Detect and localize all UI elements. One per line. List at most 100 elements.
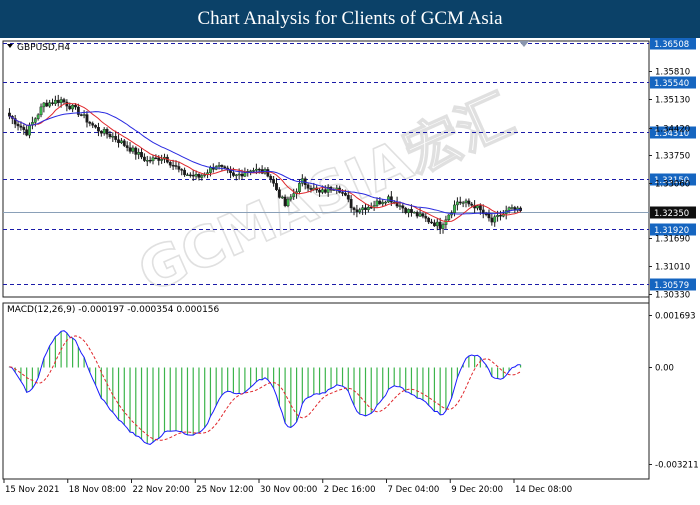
- candle-body: [421, 213, 425, 217]
- candle-body: [48, 102, 52, 107]
- level-price-label: 1.35540: [654, 79, 689, 89]
- candle-body: [410, 209, 413, 213]
- candle-body: [387, 196, 390, 203]
- candle-body: [418, 213, 422, 217]
- price-chart[interactable]: GCMASIA宏汇 1.365081.355401.343101.331501.…: [0, 37, 700, 500]
- candle-body: [105, 129, 109, 135]
- candle-body: [484, 213, 488, 215]
- candle-body: [74, 104, 77, 108]
- candle-body: [174, 165, 178, 167]
- candle-body: [76, 106, 80, 115]
- candle-body: [117, 139, 120, 144]
- candle-body: [346, 195, 350, 200]
- candle-body: [28, 125, 31, 136]
- candle-body: [464, 200, 468, 203]
- candle-body: [257, 168, 261, 171]
- candle-body: [252, 170, 255, 172]
- candle-body: [51, 102, 54, 104]
- candle-body: [364, 207, 367, 210]
- level-price-label: 1.30579: [654, 281, 689, 291]
- candle-body: [88, 122, 92, 124]
- support-resistance-levels: 1.36508 1.35540 1.34310 1.33150 1.31920 1.305…: [3, 37, 696, 291]
- level-price-box: [650, 223, 696, 236]
- time-tick-label: 30 Nov 00:00: [260, 485, 317, 495]
- candle-body: [458, 201, 462, 204]
- price-tick-label: 1.35130: [655, 96, 690, 106]
- candle-body: [25, 129, 29, 136]
- time-tick-label: 15 Nov 2021: [5, 485, 59, 495]
- price-tick-label: 1.34420: [655, 125, 690, 135]
- candle-body: [249, 170, 253, 173]
- candle-body: [292, 193, 296, 198]
- candle-body: [157, 157, 161, 161]
- candle-body: [140, 152, 143, 158]
- candle-body: [499, 215, 502, 217]
- candle-body: [137, 152, 141, 155]
- candle-body: [16, 123, 20, 127]
- chart-area[interactable]: GCMASIA宏汇 1.36508 1.35540 1.34310 1.33150 1.…: [0, 37, 700, 500]
- candle-body: [283, 196, 287, 207]
- candle-body: [398, 205, 402, 207]
- macd-signal-line: [9, 335, 521, 441]
- candle-body: [191, 174, 195, 177]
- candle-body: [435, 221, 439, 227]
- level-price-label: 1.33150: [654, 176, 689, 186]
- candle-body: [323, 189, 327, 193]
- candle-body: [361, 207, 365, 210]
- shift-marker-icon[interactable]: [519, 41, 529, 47]
- candle-body: [401, 205, 405, 209]
- dropdown-triangle-icon[interactable]: [7, 44, 13, 48]
- candle-body: [496, 215, 499, 217]
- candle-body: [412, 211, 416, 214]
- candle-body: [470, 203, 474, 206]
- candle-body: [476, 205, 479, 209]
- candle-body: [220, 165, 224, 167]
- candle-body: [237, 173, 241, 176]
- macd-label: MACD(12,26,9) -0.000197 -0.000354 0.0001…: [7, 305, 220, 315]
- candle-body: [507, 207, 511, 211]
- candle-body: [493, 216, 497, 223]
- moving-averages: [9, 102, 521, 223]
- candle-body: [272, 179, 276, 184]
- level-price-label: 1.36508: [654, 40, 689, 50]
- time-tick-label: 2 Dec 16:00: [324, 485, 376, 495]
- candle-body: [99, 130, 103, 134]
- candle-body: [309, 188, 313, 190]
- candle-body: [269, 176, 273, 180]
- price-tick-label: 1.30330: [655, 291, 690, 301]
- price-tick-label: 1.35810: [655, 68, 690, 78]
- candle-body: [407, 209, 410, 214]
- candle-body: [142, 156, 146, 161]
- candle-body: [188, 174, 192, 177]
- candle-body: [444, 219, 448, 225]
- candle-body: [254, 168, 258, 171]
- macd-tick-label: -0.003211: [655, 461, 699, 471]
- candle-body: [389, 196, 393, 203]
- candle-body: [298, 183, 301, 192]
- candle-body: [375, 200, 379, 206]
- candle-body: [102, 129, 106, 134]
- candle-body: [490, 217, 494, 223]
- candle-body: [404, 207, 408, 214]
- candle-body: [160, 159, 164, 161]
- candle-body: [22, 127, 26, 130]
- candle-body: [321, 189, 324, 193]
- level-price-box: [650, 37, 696, 50]
- candle-body: [487, 213, 491, 219]
- candle-body: [68, 105, 72, 110]
- candle-body: [300, 178, 304, 184]
- current-price-box: [650, 206, 696, 219]
- candle-body: [266, 169, 270, 177]
- candle-body: [384, 201, 388, 204]
- candle-body: [243, 172, 247, 177]
- candle-body: [120, 140, 123, 144]
- candle-body: [289, 196, 293, 200]
- candle-body: [197, 174, 201, 178]
- candle-body: [240, 173, 244, 177]
- candle-body: [148, 160, 152, 162]
- symbol-label: GBPUSD,H4: [17, 43, 70, 53]
- level-price-label: 1.34310: [654, 129, 689, 139]
- candle-body: [232, 172, 235, 176]
- candle-body: [183, 169, 186, 176]
- candle-body: [171, 164, 175, 167]
